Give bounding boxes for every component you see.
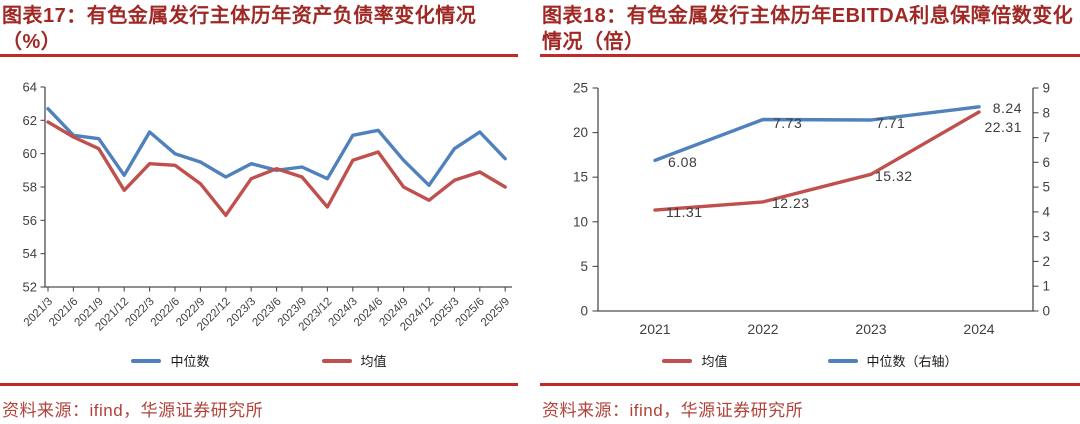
fig17-ticks (40, 86, 506, 292)
fig18-left-tick-label: 0 (580, 304, 588, 319)
fig18-left-tick-label: 10 (573, 214, 588, 229)
fig17-y-axis-labels: 52 54 56 58 60 62 64 (23, 80, 37, 295)
fig17-y-tick-label: 56 (23, 213, 37, 228)
legend-label: 均值 (360, 354, 387, 369)
figure-18-panel: 图表18：有色金属发行主体历年EBITDA利息保障倍数变化情况（倍） 0 5 10 1… (540, 0, 1080, 424)
fig18-x-tick-label: 2021 (639, 321, 670, 337)
figure-17-title-rule (0, 54, 518, 57)
figure-18-line-chart: 0 5 10 15 20 25 0 1 2 3 4 5 6 7 8 9 2021 2022 2023 2024 11.3… (573, 81, 1051, 338)
legend-line-swatch (321, 358, 352, 363)
legend-line-swatch (662, 358, 693, 363)
fig17-y-tick-label: 62 (23, 113, 37, 128)
fig18-right-tick-label: 0 (1043, 304, 1051, 319)
legend-label: 中位数（右轴） (866, 354, 958, 369)
fig18-right-tick-label: 4 (1043, 204, 1051, 219)
fig18-ticks (592, 87, 1039, 312)
figure-18-title-rule (540, 54, 1080, 57)
fig17-y-tick-label: 60 (23, 146, 37, 161)
fig18-right-tick-label: 9 (1043, 81, 1051, 96)
fig18-right-tick-label: 8 (1043, 105, 1051, 120)
fig18-x-tick-label: 2022 (747, 321, 778, 337)
fig18-axes (597, 88, 1034, 312)
figure-17-panel: 图表17：有色金属发行主体历年资产负债率变化情况（%） 52 54 56 58 60 62… (0, 0, 518, 424)
fig18-left-tick-label: 25 (573, 81, 588, 96)
figure-17-line-chart: 52 54 56 58 60 62 64 2021/32021/62021/92021/122… (22, 80, 513, 334)
legend-item-均值: 均值 (321, 351, 387, 370)
fig18-right-tick-label: 5 (1043, 180, 1051, 195)
fig17-series-均值 (46, 120, 507, 218)
fig18-data-label: 15.32 (875, 168, 913, 184)
fig18-right-axis-labels: 0 1 2 3 4 5 6 7 8 9 (1043, 81, 1051, 319)
fig17-y-tick-label: 54 (23, 246, 37, 261)
figure-18-source: 资料来源：ifind，华源证券研究所 (542, 401, 804, 420)
legend-line-swatch (827, 358, 858, 363)
fig18-x-tick-label: 2023 (855, 321, 886, 337)
figure-17-legend: 中位数 均值 (0, 351, 518, 370)
fig18-right-tick-label: 6 (1043, 155, 1051, 170)
fig17-x-axis-labels: 2021/32021/62021/92021/122022/32022/6202… (22, 296, 513, 334)
fig17-y-tick-label: 64 (23, 80, 37, 95)
fig18-data-labels-中位数（右轴）: 6.08 7.73 7.71 8.24 (668, 100, 1022, 170)
legend-item-中位数: 中位数 (131, 351, 210, 370)
figure-17-bottom-rule (0, 383, 518, 386)
figure-17-source: 资料来源：ifind，华源证券研究所 (2, 401, 264, 420)
fig18-left-axis-labels: 0 5 10 15 20 25 (573, 81, 588, 319)
legend-line-swatch (131, 358, 162, 363)
fig18-series-中位数（右轴） (653, 105, 981, 163)
fig17-x-tick-label: 2025/9 (479, 296, 512, 329)
fig18-x-tick-label: 2024 (963, 321, 994, 337)
fig18-right-tick-label: 7 (1043, 130, 1051, 145)
fig18-left-tick-label: 20 (573, 125, 588, 140)
fig17-y-tick-label: 52 (23, 280, 37, 295)
fig18-data-label: 12.23 (772, 195, 810, 211)
fig17-series-中位数 (46, 107, 507, 188)
fig18-left-tick-label: 15 (573, 170, 588, 185)
legend-item-中位数（右轴）: 中位数（右轴） (827, 351, 958, 370)
fig18-data-label: 7.73 (773, 115, 802, 131)
fig18-data-label: 11.31 (666, 204, 703, 220)
fig18-data-label: 7.71 (876, 115, 905, 131)
fig17-axes (44, 87, 512, 288)
fig18-data-labels-均值: 11.31 12.23 15.32 22.31 (666, 119, 1022, 220)
figure-18-bottom-rule (540, 383, 1080, 386)
fig18-data-label: 22.31 (984, 119, 1022, 135)
fig18-data-label: 8.24 (993, 100, 1022, 116)
legend-item-均值: 均值 (662, 351, 728, 370)
fig18-series-均值 (653, 110, 981, 212)
legend-label: 均值 (701, 354, 728, 369)
fig18-x-axis-labels: 2021 2022 2023 2024 (639, 321, 994, 337)
fig18-right-tick-label: 1 (1043, 279, 1051, 294)
legend-label: 中位数 (170, 354, 210, 369)
fig18-right-tick-label: 2 (1043, 254, 1051, 269)
fig18-data-label: 6.08 (668, 154, 697, 170)
figure-18-legend: 均值 中位数（右轴） (540, 351, 1080, 370)
figure-18-title: 图表18：有色金属发行主体历年EBITDA利息保障倍数变化情况（倍） (542, 5, 1074, 53)
fig18-right-tick-label: 3 (1043, 229, 1051, 244)
figure-17-title: 图表17：有色金属发行主体历年资产负债率变化情况（%） (2, 5, 477, 53)
fig17-y-tick-label: 58 (23, 180, 37, 195)
fig18-left-tick-label: 5 (580, 259, 588, 274)
